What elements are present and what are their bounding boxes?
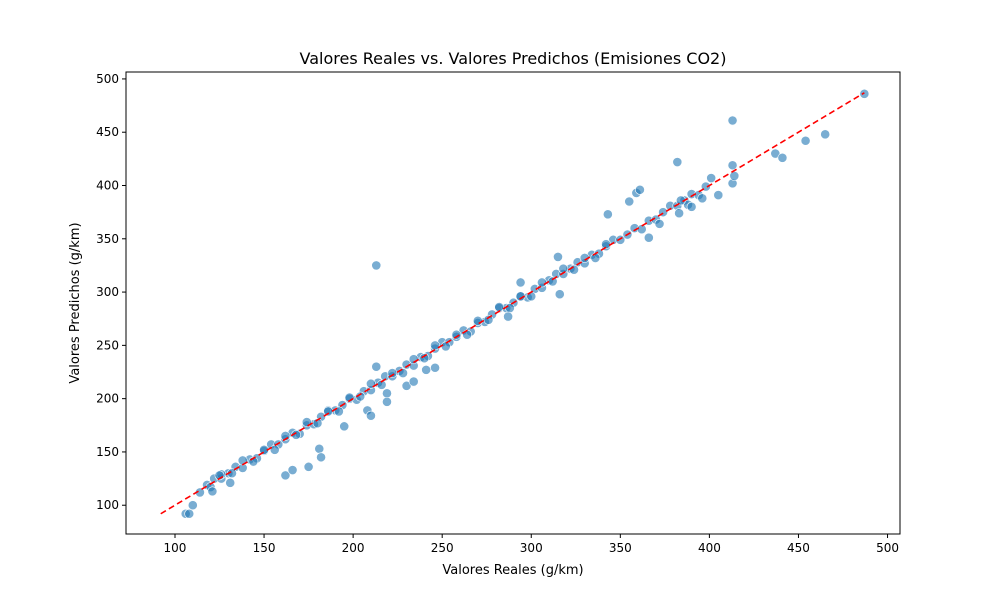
data-point xyxy=(503,311,514,322)
data-point xyxy=(440,341,451,352)
x-tick-label: 300 xyxy=(520,541,543,555)
y-axis: 100 150 200 250 300 350 400 450 500 xyxy=(96,72,126,512)
x-tick-label: 150 xyxy=(253,541,276,555)
data-point xyxy=(382,396,392,407)
chart-title: Valores Reales vs. Valores Predichos (Em… xyxy=(300,49,727,68)
data-point xyxy=(859,88,870,99)
y-tick-label: 500 xyxy=(96,72,119,86)
data-point xyxy=(672,157,683,167)
y-tick-label: 450 xyxy=(96,125,119,139)
data-point xyxy=(401,380,412,391)
data-point xyxy=(770,148,781,159)
data-point xyxy=(382,388,392,399)
x-tick-label: 250 xyxy=(431,541,454,555)
reference-line xyxy=(160,92,865,515)
data-point xyxy=(635,184,645,195)
data-point xyxy=(777,152,788,163)
data-point xyxy=(387,368,398,378)
x-tick-label: 450 xyxy=(787,541,810,555)
data-point xyxy=(280,470,291,481)
data-point xyxy=(727,160,738,171)
data-point xyxy=(590,253,601,263)
data-point xyxy=(366,410,376,421)
x-tick-label: 400 xyxy=(698,541,721,555)
data-point xyxy=(636,224,647,235)
data-point xyxy=(654,218,665,229)
data-point xyxy=(615,234,626,245)
data-point xyxy=(643,232,654,243)
data-point xyxy=(303,461,314,472)
data-point xyxy=(494,302,505,312)
reference-line-layer xyxy=(160,92,865,515)
data-point xyxy=(504,303,515,313)
data-point xyxy=(355,391,366,402)
data-point xyxy=(729,171,740,181)
data-point xyxy=(697,193,708,204)
data-point xyxy=(269,444,280,455)
data-point xyxy=(287,465,298,475)
y-tick-label: 400 xyxy=(96,179,119,193)
points-layer xyxy=(180,88,870,519)
data-point xyxy=(184,508,195,519)
data-point xyxy=(537,277,547,288)
data-point xyxy=(558,263,569,274)
data-point xyxy=(686,201,697,212)
data-point xyxy=(515,277,526,288)
data-point xyxy=(371,260,382,271)
y-tick-label: 150 xyxy=(96,445,119,459)
x-axis: 100 150 200 250 300 350 400 450 500 xyxy=(164,534,899,555)
data-point xyxy=(225,477,236,488)
x-tick-label: 500 xyxy=(876,541,899,555)
data-point xyxy=(515,291,526,302)
y-tick-label: 200 xyxy=(96,392,119,406)
data-point xyxy=(727,115,738,126)
data-point xyxy=(419,353,430,364)
data-point xyxy=(713,190,724,200)
data-point xyxy=(207,486,218,497)
x-tick-label: 350 xyxy=(609,541,632,555)
x-tick-label: 100 xyxy=(164,541,187,555)
data-point xyxy=(706,173,717,183)
data-point xyxy=(553,252,563,262)
data-point xyxy=(187,500,198,511)
data-point xyxy=(421,364,432,375)
data-point xyxy=(430,340,440,351)
data-point xyxy=(674,208,685,219)
data-point xyxy=(554,289,565,300)
plot-frame xyxy=(125,71,901,535)
data-point xyxy=(312,418,323,429)
data-point xyxy=(339,421,350,432)
data-point xyxy=(602,209,613,220)
data-point xyxy=(569,264,579,275)
data-point xyxy=(371,361,382,372)
data-point xyxy=(624,196,635,207)
data-point xyxy=(800,135,811,146)
data-point xyxy=(451,329,462,340)
y-tick-label: 300 xyxy=(96,285,119,299)
data-point xyxy=(483,314,494,325)
data-point xyxy=(472,315,483,326)
y-tick-label: 350 xyxy=(96,232,119,246)
data-point xyxy=(408,376,419,387)
data-point xyxy=(316,452,326,463)
x-tick-label: 200 xyxy=(342,541,365,555)
data-point xyxy=(820,129,831,140)
y-tick-label: 250 xyxy=(96,338,119,352)
data-point xyxy=(314,443,325,454)
x-axis-label: Valores Reales (g/km) xyxy=(442,563,583,578)
y-axis-label: Valores Predichos (g/km) xyxy=(68,222,83,383)
y-tick-label: 100 xyxy=(96,498,119,512)
data-point xyxy=(430,362,440,373)
